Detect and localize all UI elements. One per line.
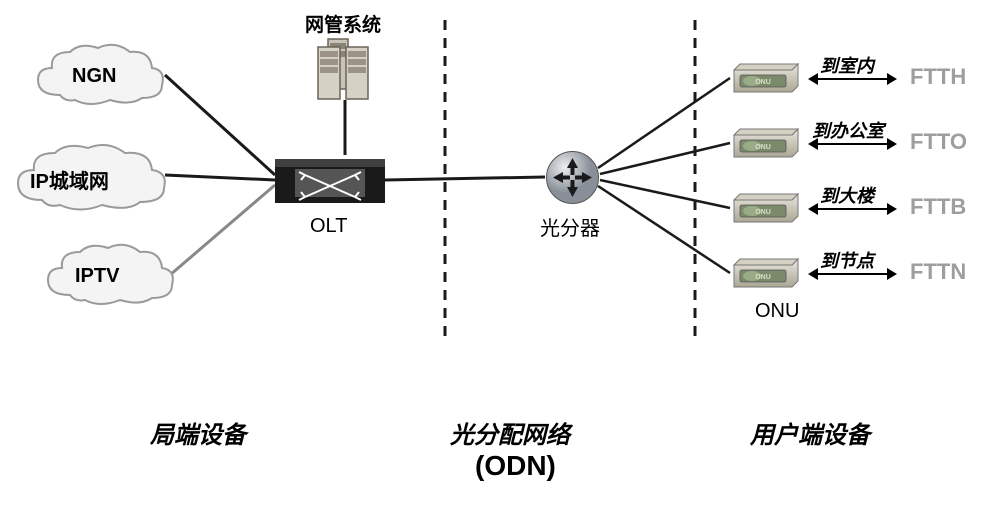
onu-4-icon: ONU: [730, 255, 800, 290]
nms-rack-icon: [316, 35, 374, 103]
dest-1-label: 到室内: [820, 52, 874, 78]
dest-3-label: 到大楼: [820, 182, 874, 208]
line-splitter-onu1: [598, 78, 730, 168]
dest-3-arrow: [810, 208, 895, 210]
line-ngn-olt: [165, 75, 275, 175]
line-splitter-onu3: [600, 180, 730, 208]
dest-2-arrow: [810, 143, 895, 145]
svg-text:ONU: ONU: [755, 209, 771, 216]
dest-3-fttx: FTTB: [910, 194, 966, 220]
dest-4-fttx: FTTN: [910, 259, 966, 285]
olt-icon: [275, 155, 385, 207]
svg-text:ONU: ONU: [755, 144, 771, 151]
onu-1-icon: ONU: [730, 60, 800, 95]
section-right-label: 用户端设备: [750, 415, 870, 450]
line-ip-olt: [165, 175, 275, 180]
cloud-ngn-label: NGN: [72, 65, 116, 88]
onu-2-icon: ONU: [730, 125, 800, 160]
onu-3-icon: ONU: [730, 190, 800, 225]
onu-label: ONU: [755, 300, 799, 323]
dest-4-label: 到节点: [820, 247, 874, 273]
section-odn-label: (ODN): [475, 450, 556, 482]
dest-1-fttx: FTTH: [910, 64, 966, 90]
splitter-label: 光分器: [540, 212, 600, 241]
dest-1-arrow: [810, 78, 895, 80]
dest-2-label: 到办公室: [812, 117, 884, 143]
dest-4-arrow: [810, 273, 895, 275]
splitter-icon: [545, 150, 600, 205]
nms-label: 网管系统: [305, 10, 381, 37]
dest-2-fttx: FTTO: [910, 129, 967, 155]
cloud-iptv-label: IPTV: [75, 265, 119, 288]
line-splitter-onu2: [600, 143, 730, 174]
svg-text:ONU: ONU: [755, 79, 771, 86]
line-olt-splitter: [385, 177, 545, 180]
line-iptv-olt: [170, 185, 275, 275]
cloud-ip-label: IP城域网: [30, 165, 109, 194]
line-splitter-onu4: [598, 186, 730, 273]
section-middle-label: 光分配网络: [450, 415, 570, 450]
olt-label: OLT: [310, 215, 347, 238]
svg-text:ONU: ONU: [755, 274, 771, 281]
section-left-label: 局端设备: [150, 415, 246, 450]
